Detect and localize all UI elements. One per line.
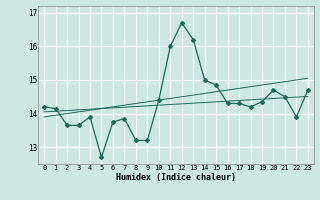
X-axis label: Humidex (Indice chaleur): Humidex (Indice chaleur)	[116, 173, 236, 182]
